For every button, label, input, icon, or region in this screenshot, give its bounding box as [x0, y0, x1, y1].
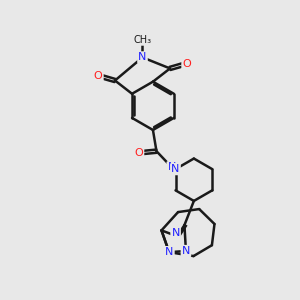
Text: N: N [168, 162, 176, 172]
Text: N: N [165, 247, 173, 257]
Text: O: O [182, 59, 191, 69]
Text: O: O [134, 148, 143, 158]
Text: N: N [138, 52, 147, 62]
Text: CH₃: CH₃ [134, 35, 152, 45]
Text: N: N [182, 246, 190, 256]
Text: N: N [165, 247, 173, 257]
Text: N: N [171, 228, 180, 238]
Text: N: N [171, 164, 180, 174]
Text: O: O [94, 71, 103, 81]
